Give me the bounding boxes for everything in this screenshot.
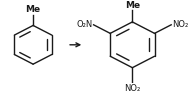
Text: O₂N: O₂N bbox=[76, 20, 93, 29]
Text: Me: Me bbox=[125, 1, 140, 10]
Text: Me: Me bbox=[26, 5, 41, 14]
Text: NO₂: NO₂ bbox=[172, 20, 188, 29]
Text: NO₂: NO₂ bbox=[124, 84, 141, 93]
